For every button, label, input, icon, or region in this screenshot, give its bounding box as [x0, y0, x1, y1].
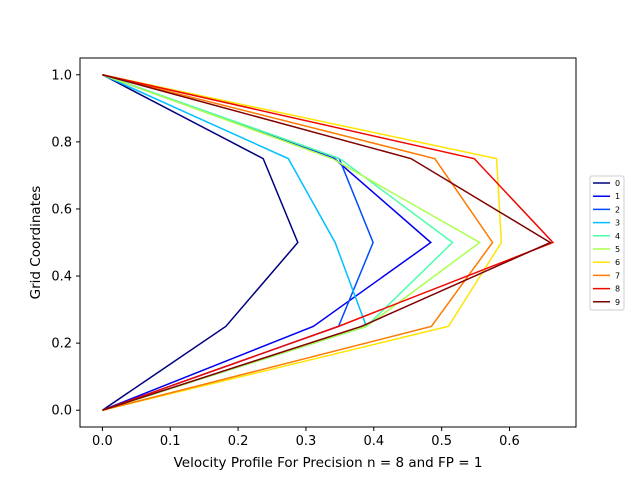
series-layer — [101, 74, 555, 411]
legend-label-0: 0 — [615, 179, 620, 188]
series-line-7 — [102, 74, 494, 411]
series-line-2 — [102, 74, 374, 411]
x-tick-label: 0.6 — [499, 434, 520, 449]
y-axis-ticks: 0.0 0.2 0.4 0.6 0.8 1.0 — [51, 68, 80, 419]
y-tick-label: 0.4 — [51, 270, 72, 285]
x-tick-label: 0.0 — [92, 434, 113, 449]
y-tick-label: 0.2 — [51, 337, 72, 352]
legend-label-8: 8 — [615, 285, 620, 294]
plot-area-frame — [79, 57, 577, 428]
x-tick-label: 0.5 — [431, 434, 452, 449]
y-axis-title: Grid Coordinates — [28, 186, 44, 300]
x-tick-label: 0.2 — [228, 434, 249, 449]
y-tick-label: 1.0 — [51, 68, 72, 83]
x-axis-ticks: 0.0 0.1 0.2 0.3 0.4 0.5 0.6 — [92, 427, 520, 449]
x-tick-label: 0.1 — [160, 434, 181, 449]
legend-label-4: 4 — [615, 232, 620, 241]
legend-label-6: 6 — [615, 258, 620, 267]
x-axis-title: Velocity Profile For Precision n = 8 and… — [174, 455, 483, 471]
legend-label-3: 3 — [615, 219, 620, 228]
series-line-0 — [101, 74, 299, 411]
y-tick-label: 0.0 — [51, 404, 72, 419]
y-tick-label: 0.6 — [51, 202, 72, 217]
legend-label-7: 7 — [615, 271, 620, 280]
y-tick-label: 0.8 — [51, 135, 72, 150]
series-line-9 — [102, 74, 552, 411]
series-line-1 — [102, 74, 433, 411]
legend-label-9: 9 — [615, 298, 620, 307]
x-tick-label: 0.3 — [296, 434, 317, 449]
legend-label-5: 5 — [615, 245, 620, 254]
legend-label-1: 1 — [615, 192, 620, 201]
legend: 0 1 2 3 4 5 6 7 8 9 — [589, 175, 625, 311]
series-line-4 — [102, 74, 454, 411]
series-line-6 — [102, 74, 503, 411]
x-tick-label: 0.4 — [363, 434, 384, 449]
series-line-8 — [102, 74, 555, 411]
series-line-5 — [102, 74, 482, 411]
legend-label-2: 2 — [615, 205, 620, 214]
